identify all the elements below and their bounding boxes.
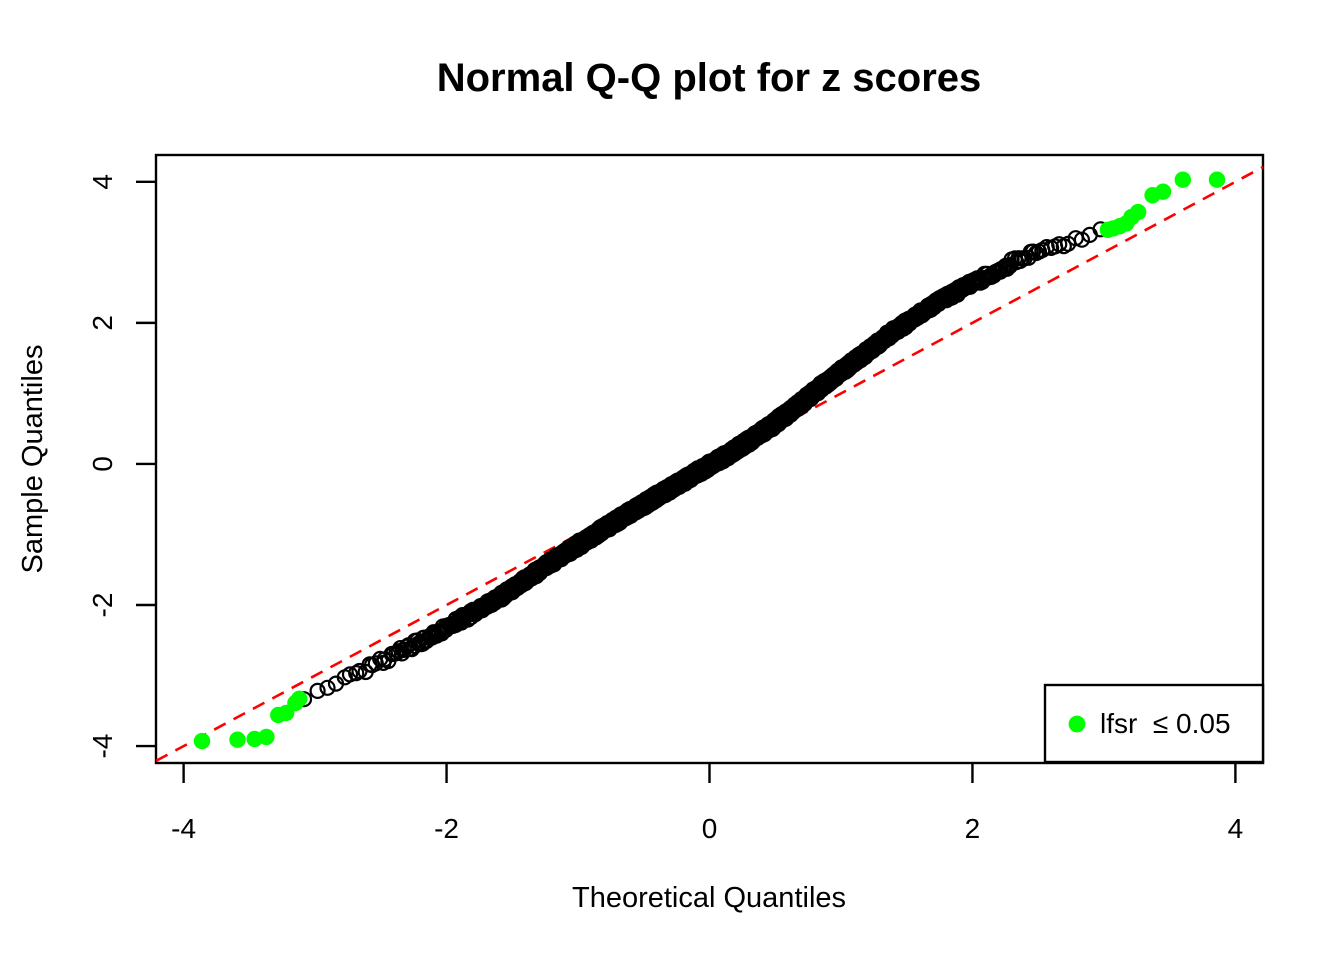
significant-point: [258, 728, 275, 746]
y-tick-label: -4: [87, 734, 118, 759]
x-axis-ticks: -4 -2 0 2 4: [171, 763, 1243, 844]
x-tick-label: 4: [1228, 813, 1244, 844]
legend-label: lfsr ≤ 0.05: [1100, 708, 1231, 739]
x-tick-label: 0: [702, 813, 718, 844]
significant-point: [1154, 183, 1172, 200]
sample-point: [1073, 231, 1091, 248]
y-axis-label: Sample Quantiles: [17, 345, 49, 574]
sample-point: [319, 679, 336, 696]
significant-point: [291, 690, 308, 707]
legend-marker-dot: [1068, 715, 1086, 733]
y-tick-label: 2: [87, 315, 118, 331]
significant-point: [1208, 171, 1226, 188]
y-tick-label: -2: [87, 593, 118, 618]
x-tick-label: -2: [434, 813, 459, 844]
sample-point: [395, 641, 412, 659]
significant-point: [229, 731, 246, 748]
significant-point: [1129, 203, 1147, 221]
x-axis-label: Theoretical Quantiles: [572, 882, 846, 914]
y-axis-ticks: -4 -2 0 2 4: [87, 174, 156, 759]
significant-point: [193, 732, 211, 750]
y-tick-label: 4: [87, 174, 118, 190]
x-tick-label: 2: [965, 813, 981, 844]
sample-points-group: [295, 221, 1109, 708]
sample-point: [341, 666, 359, 683]
legend: lfsr ≤ 0.05: [1043, 683, 1265, 764]
significant-point: [1174, 171, 1192, 188]
significant-points-group: [193, 171, 1226, 750]
x-tick-label: -4: [171, 813, 196, 844]
chart-title: Normal Q-Q plot for z scores: [437, 56, 982, 100]
sample-point: [348, 664, 365, 682]
y-tick-label: 0: [87, 456, 118, 472]
sample-point: [309, 682, 326, 700]
